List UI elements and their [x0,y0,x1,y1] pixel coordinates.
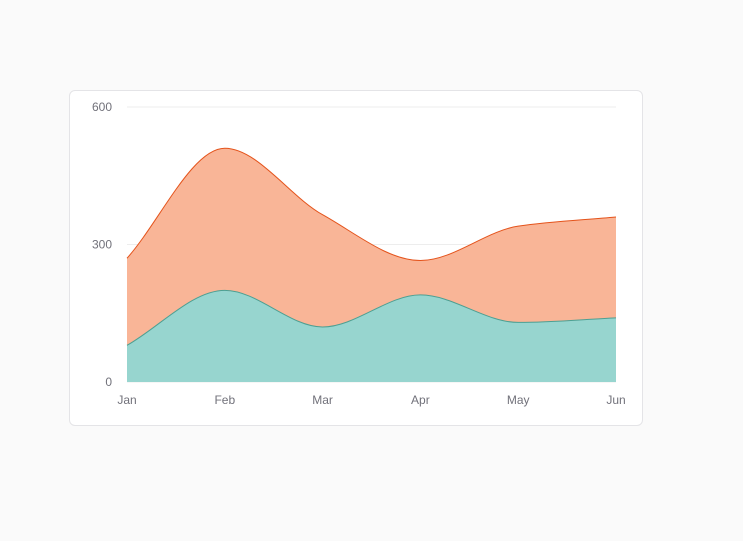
areas [126,147,617,382]
x-tick-label: Feb [214,393,235,407]
x-axis: Jan Feb Mar Apr May Jun [117,393,625,407]
y-tick-label: 0 [105,375,112,389]
x-tick-label: Jun [606,393,625,407]
y-tick-label: 300 [92,238,112,252]
lower-series-line [126,289,617,346]
lower-series-area [127,290,616,382]
x-tick-label: Jan [117,393,136,407]
stacked-area-chart: 0 300 600 Jan Feb Mar Apr May Jun [92,100,626,407]
x-tick-label: May [507,393,530,407]
x-tick-label: Apr [411,393,430,407]
y-axis: 0 300 600 [92,100,112,389]
upper-series-line [126,147,617,262]
y-tick-label: 600 [92,100,112,114]
chart-card: 0 300 600 Jan Feb Mar Apr May Jun [69,90,643,426]
x-tick-label: Mar [312,393,333,407]
